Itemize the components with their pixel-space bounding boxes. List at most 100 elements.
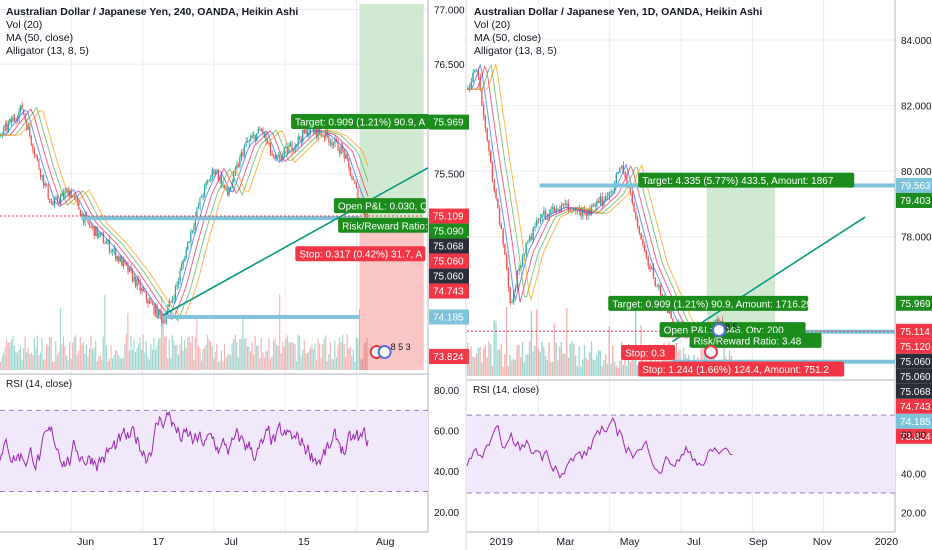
left-candle: [292, 149, 295, 151]
left-volume-bar: [62, 336, 65, 370]
right-volume-bar: [567, 357, 570, 376]
right-chart-title: Australian Dollar / Japanese Yen, 1D, OA…: [474, 6, 763, 18]
right-rsi-tick: 60.00: [901, 431, 926, 442]
left-candle: [125, 262, 127, 265]
right-price-label: 75.060: [900, 372, 931, 383]
left-volume-bar: [10, 339, 12, 370]
right-volume-bar: [585, 358, 587, 376]
left-volume-bar: [190, 341, 192, 370]
left-candle: [248, 140, 250, 143]
left-volume-bar: [133, 339, 135, 370]
left-volume-bar: [220, 350, 222, 370]
left-volume-bar: [279, 294, 281, 370]
left-volume-bar: [176, 344, 178, 370]
right-candle: [505, 254, 508, 269]
right-candle: [509, 287, 511, 303]
left-volume-bar: [349, 346, 351, 370]
left-volume-bar: [363, 343, 365, 370]
left-candle: [243, 145, 245, 156]
left-candle: [272, 155, 275, 157]
right-candle: [596, 200, 598, 207]
left-price-label-bg: [429, 268, 469, 284]
left-candle: [223, 184, 226, 189]
left-candle: [176, 284, 178, 287]
right-candle: [668, 310, 671, 314]
left-candle: [15, 119, 17, 121]
left-volume-bar: [222, 361, 224, 370]
left-candle: [141, 288, 143, 291]
right-candle: [636, 218, 639, 227]
right-volume-bar: [474, 357, 476, 376]
left-candle: [187, 241, 189, 250]
right-volume-bar: [505, 306, 508, 376]
right-volume-bar: [470, 346, 472, 376]
left-candle: [194, 216, 196, 227]
left-candle: [58, 202, 60, 204]
left-rsi-band: [0, 410, 428, 492]
left-candle: [90, 226, 92, 228]
left-candle: [228, 190, 230, 195]
left-volume-bar: [59, 308, 61, 370]
right-candle: [638, 226, 640, 233]
right-candle: [550, 208, 552, 214]
left-volume-bar: [65, 355, 68, 370]
right-candle: [670, 310, 672, 319]
left-volume-bar: [283, 347, 285, 370]
left-candle: [185, 249, 187, 260]
right-volume-bar: [635, 300, 637, 376]
left-volume-bar: [274, 337, 276, 370]
left-candle: [191, 230, 193, 232]
left-candle: [156, 305, 158, 319]
right-event-marker: [703, 345, 718, 359]
left-candle: [56, 197, 58, 203]
left-candle: [213, 169, 215, 174]
left-candle: [251, 135, 253, 139]
right-volume-bar: [576, 365, 579, 376]
right-volume-bar: [590, 341, 593, 376]
right-price-label-bg: [896, 368, 932, 384]
left-volume-bar: [29, 354, 31, 370]
right-candle: [493, 181, 495, 191]
left-candle: [226, 187, 229, 195]
right-volume-bar: [589, 351, 591, 376]
left-volume-bar: [42, 359, 45, 370]
left-candle: [33, 150, 35, 155]
left-price-label-bg: [429, 309, 469, 325]
left-volume-bar: [312, 349, 315, 370]
left-candle: [159, 309, 161, 316]
left-volume-bar: [99, 355, 101, 370]
right-volume-bar: [631, 359, 633, 376]
left-support-line: [81, 216, 360, 221]
left-volume-bar: [306, 353, 308, 370]
left-candle: [102, 234, 104, 244]
right-price-label: 75.068: [900, 387, 931, 398]
right-rsi-label: RSI (14, close): [473, 385, 539, 396]
left-price-label-bg: [429, 238, 469, 254]
left-open-pl-label-bg: [333, 198, 426, 214]
left-candle: [279, 154, 281, 160]
right-candle: [631, 193, 633, 204]
left-candle: [76, 198, 78, 202]
right-candle: [534, 226, 536, 229]
left-volume-bar: [30, 352, 32, 370]
right-volume-bar: [562, 353, 564, 376]
left-candle: [113, 249, 115, 251]
right-price-label-bg: [896, 413, 932, 429]
left-volume-bar: [292, 342, 295, 370]
left-volume-bar: [157, 338, 160, 370]
right-volume-bar: [498, 349, 501, 376]
left-candle: [168, 301, 170, 307]
left-volume-bar: [21, 360, 23, 370]
left-candle: [312, 128, 315, 133]
left-volume-bar: [191, 335, 193, 370]
right-volume-bar: [592, 360, 594, 376]
left-volume-bar: [231, 343, 233, 370]
left-price-label: 75.068: [433, 242, 464, 253]
left-candle: [138, 279, 140, 282]
left-volume-bar: [164, 336, 166, 370]
left-candle: [230, 187, 232, 191]
right-price-label-bg: [896, 295, 932, 311]
right-candle: [650, 267, 653, 270]
right-candle: [502, 228, 504, 245]
